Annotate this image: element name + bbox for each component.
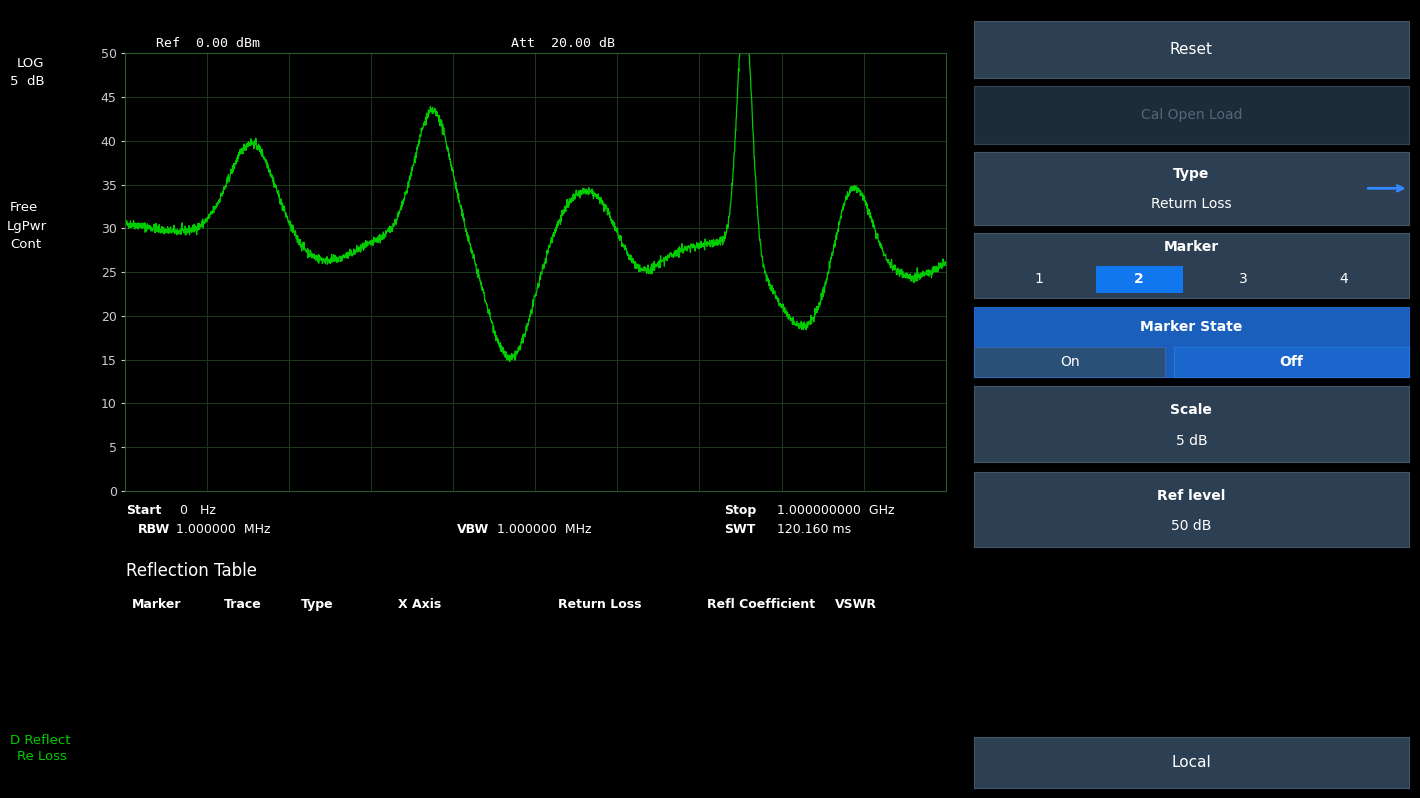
Text: Reflection Table: Reflection Table xyxy=(126,562,257,580)
Text: Marker: Marker xyxy=(132,598,182,611)
Text: 5 dB: 5 dB xyxy=(1176,434,1207,448)
Text: Free: Free xyxy=(10,201,38,215)
Text: Marker State: Marker State xyxy=(1140,320,1242,334)
Text: Stop: Stop xyxy=(724,504,757,517)
Text: 5  dB: 5 dB xyxy=(10,75,44,89)
Text: Return Loss: Return Loss xyxy=(558,598,642,611)
Text: 1: 1 xyxy=(1035,272,1044,286)
Text: Start: Start xyxy=(126,504,162,517)
Text: 1.000000000  GHz: 1.000000000 GHz xyxy=(777,504,895,517)
Text: 2: 2 xyxy=(1135,272,1145,286)
Text: VSWR: VSWR xyxy=(835,598,878,611)
Text: Scale: Scale xyxy=(1170,404,1213,417)
Text: Re Loss: Re Loss xyxy=(17,750,67,764)
Text: Refl Coefficient: Refl Coefficient xyxy=(707,598,815,611)
Text: Ref level: Ref level xyxy=(1157,489,1225,503)
Text: Off: Off xyxy=(1279,355,1304,369)
Text: 1.000000  MHz: 1.000000 MHz xyxy=(176,523,271,536)
Text: 3: 3 xyxy=(1240,272,1248,286)
Text: Type: Type xyxy=(301,598,334,611)
Text: Return Loss: Return Loss xyxy=(1152,197,1231,211)
Text: RBW: RBW xyxy=(138,523,170,536)
Text: Reset: Reset xyxy=(1170,42,1213,57)
Text: Ref  0.00 dBm: Ref 0.00 dBm xyxy=(156,37,260,50)
Text: On: On xyxy=(1059,355,1079,369)
Text: 120.160 ms: 120.160 ms xyxy=(777,523,851,536)
Text: Att  20.00 dB: Att 20.00 dB xyxy=(511,37,615,50)
Text: LgPwr: LgPwr xyxy=(7,219,47,233)
Text: Local: Local xyxy=(1172,755,1211,770)
Text: 4: 4 xyxy=(1339,272,1348,286)
Text: VBW: VBW xyxy=(457,523,490,536)
Text: Marker: Marker xyxy=(1164,240,1218,255)
Text: X Axis: X Axis xyxy=(398,598,440,611)
Text: 1.000000  MHz: 1.000000 MHz xyxy=(497,523,592,536)
Text: 0   Hz: 0 Hz xyxy=(180,504,216,517)
Text: Type: Type xyxy=(1173,167,1210,180)
Text: Cal Open Load: Cal Open Load xyxy=(1140,108,1242,122)
Text: LOG: LOG xyxy=(17,57,44,70)
Text: Trace: Trace xyxy=(224,598,263,611)
Text: 50 dB: 50 dB xyxy=(1172,519,1211,533)
FancyBboxPatch shape xyxy=(1096,266,1183,293)
Text: D Reflect: D Reflect xyxy=(10,733,71,747)
Text: SWT: SWT xyxy=(724,523,755,536)
Text: Cont: Cont xyxy=(10,238,41,251)
